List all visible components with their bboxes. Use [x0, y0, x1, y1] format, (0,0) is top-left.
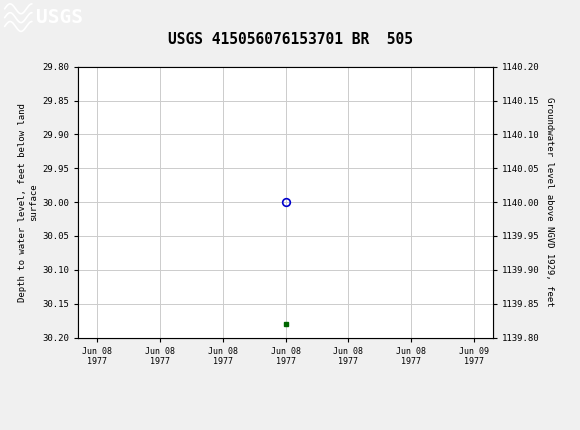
Text: USGS 415056076153701 BR  505: USGS 415056076153701 BR 505 — [168, 32, 412, 47]
Text: USGS: USGS — [36, 8, 83, 27]
Y-axis label: Groundwater level above NGVD 1929, feet: Groundwater level above NGVD 1929, feet — [545, 97, 554, 307]
Y-axis label: Depth to water level, feet below land
surface: Depth to water level, feet below land su… — [18, 103, 38, 301]
